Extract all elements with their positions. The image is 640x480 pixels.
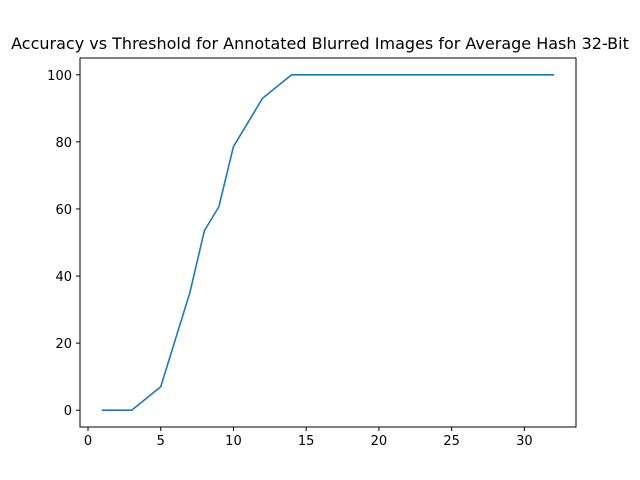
x-tick-label: 10 [225,434,242,449]
y-tick-label: 100 [47,69,72,84]
y-tick-label: 60 [55,203,72,218]
x-tick-label: 0 [84,434,92,449]
chart-title: Accuracy vs Threshold for Annotated Blur… [11,34,629,53]
x-tick-label: 30 [516,434,533,449]
y-tick-label: 40 [55,270,72,285]
y-tick-label: 80 [55,136,72,151]
series-layer [101,73,555,412]
plot-area-frame [79,57,577,428]
x-tick-label: 25 [443,434,460,449]
x-tick-label: 5 [157,434,165,449]
y-axis: 0 20 40 60 80 100 [47,69,80,419]
x-tick-label: 15 [298,434,315,449]
y-tick-label: 0 [64,404,72,419]
x-axis: 0 5 10 15 20 25 30 [84,427,533,449]
x-tick-label: 20 [371,434,388,449]
series-line [101,73,555,412]
y-tick-label: 20 [55,337,72,352]
